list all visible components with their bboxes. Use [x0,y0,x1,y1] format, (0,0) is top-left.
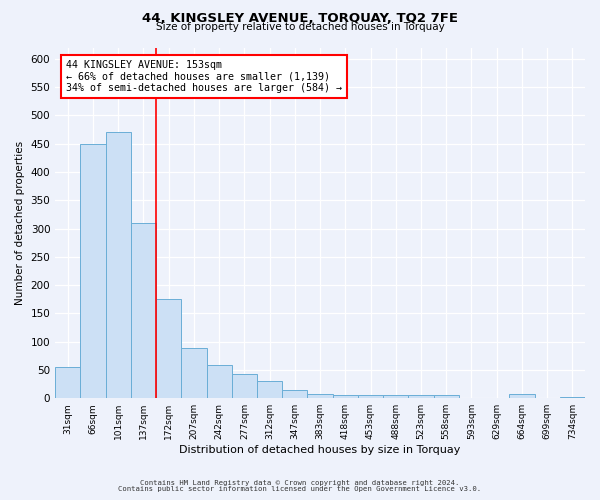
Bar [55,367,80,398]
Bar [560,396,585,398]
Y-axis label: Number of detached properties: Number of detached properties [15,141,25,305]
Bar [232,374,257,398]
Bar [206,366,232,398]
Bar [383,396,409,398]
Bar [80,144,106,398]
Text: 44 KINGSLEY AVENUE: 153sqm
← 66% of detached houses are smaller (1,139)
34% of s: 44 KINGSLEY AVENUE: 153sqm ← 66% of deta… [66,60,342,93]
Bar [156,299,181,398]
X-axis label: Distribution of detached houses by size in Torquay: Distribution of detached houses by size … [179,445,461,455]
Bar [307,394,332,398]
Bar [131,223,156,398]
Text: Size of property relative to detached houses in Torquay: Size of property relative to detached ho… [155,22,445,32]
Text: 44, KINGSLEY AVENUE, TORQUAY, TQ2 7FE: 44, KINGSLEY AVENUE, TORQUAY, TQ2 7FE [142,12,458,26]
Bar [257,381,282,398]
Bar [106,132,131,398]
Bar [434,396,459,398]
Bar [509,394,535,398]
Bar [332,396,358,398]
Text: Contains HM Land Registry data © Crown copyright and database right 2024.
Contai: Contains HM Land Registry data © Crown c… [118,480,482,492]
Bar [181,348,206,398]
Bar [358,396,383,398]
Bar [409,396,434,398]
Bar [282,390,307,398]
